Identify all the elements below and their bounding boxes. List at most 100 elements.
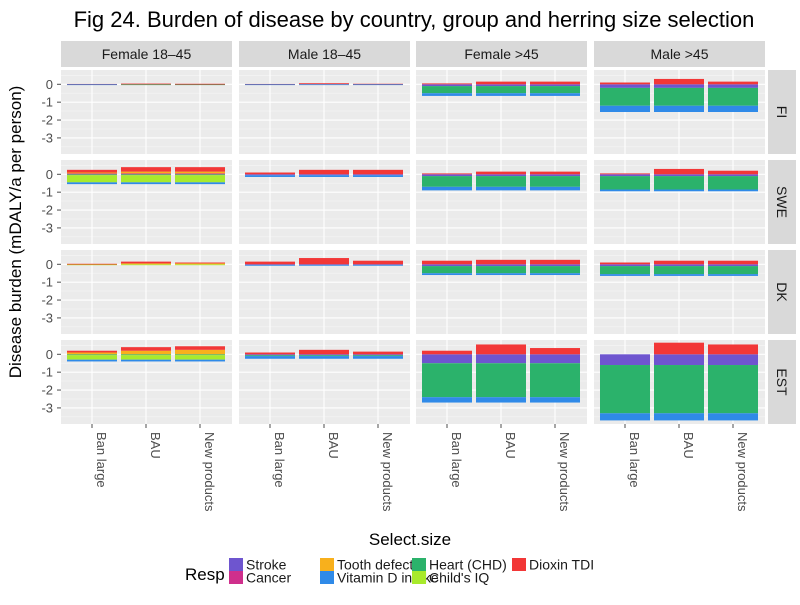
column-strip [61, 41, 232, 67]
bar-segment-dioxin-tdi [299, 258, 349, 265]
bar-segment-dioxin-tdi [245, 172, 295, 175]
panel-est-male-18-45 [239, 340, 410, 424]
bar-segment-heart-chd [708, 87, 758, 106]
bar-segment-tooth-defect [175, 171, 225, 174]
bar-segment-dioxin-tdi [353, 83, 403, 85]
bar-segment-vitamin-d-intake [299, 356, 349, 359]
row-strip [768, 250, 796, 334]
bar-segment-stroke [530, 354, 580, 364]
bar-segment-heart-chd [654, 266, 704, 275]
row-strip-label: DK [774, 282, 790, 302]
bar-segment-stroke [245, 264, 295, 266]
bar-segment-dioxin-tdi [476, 344, 526, 355]
row-strip [768, 160, 796, 244]
bar-segment-stroke [654, 84, 704, 88]
legend-label: Stroke [246, 557, 287, 573]
bar-segment-vitamin-d-intake [530, 273, 580, 276]
bar-segment-vitamin-d-intake [245, 84, 295, 86]
bar-segment-vitamin-d-intake [600, 413, 650, 421]
bar-segment-stroke [476, 354, 526, 364]
column-strip [239, 41, 410, 67]
y-tick-label: -3 [41, 400, 53, 415]
bar-segment-stroke [476, 264, 526, 267]
bar-segment-vitamin-d-intake [422, 93, 472, 96]
bar-segment-stroke [600, 264, 650, 267]
bar-segment-vitamin-d-intake [600, 105, 650, 112]
bar-segment-dioxin-tdi [175, 262, 225, 264]
bar-segment-vitamin-d-intake [175, 359, 225, 362]
bar-segment-vitamin-d-intake [600, 274, 650, 276]
bar-segment-vitamin-d-intake [708, 274, 758, 276]
bar-segment-dioxin-tdi [708, 81, 758, 85]
bar-segment-vitamin-d-intake [708, 105, 758, 112]
bar-segment-vitamin-d-intake [245, 175, 295, 177]
row-strip-label: EST [774, 368, 790, 396]
bar-segment-stroke [530, 84, 580, 87]
column-strip-label: Female >45 [464, 46, 539, 62]
bar-segment-vitamin-d-intake [708, 189, 758, 192]
y-axis-title: Disease burden (mDALY/a per person) [6, 86, 25, 379]
panel-fi-male-45 [594, 70, 765, 154]
bar-segment-dioxin-tdi [121, 347, 171, 351]
bar-segment-dioxin-tdi [67, 350, 117, 353]
bar-segment-stroke [476, 174, 526, 177]
x-tick-label: New products [735, 432, 750, 512]
bar-segment-dioxin-tdi [175, 167, 225, 172]
column-strip-label: Male >45 [651, 46, 709, 62]
bar-segment-vitamin-d-intake [476, 93, 526, 96]
bar-segment-vitamin-d-intake [245, 356, 295, 359]
bar-segment-dioxin-tdi [121, 261, 171, 264]
legend-swatch-vitamin-d-intake [320, 571, 334, 584]
bar-segment-stroke [600, 174, 650, 177]
bar-segment-vitamin-d-intake [654, 189, 704, 192]
panel-dk-female-18-45 [61, 250, 232, 334]
bar-segment-dioxin-tdi [530, 171, 580, 175]
panel-swe-male-45 [594, 160, 765, 244]
row-strip-label: SWE [774, 186, 790, 218]
bar-segment-heart-chd [67, 174, 117, 176]
bar-segment-vitamin-d-intake [530, 93, 580, 96]
bar-segment-heart-chd [530, 176, 580, 187]
bar-segment-stroke [708, 354, 758, 366]
legend-swatch-stroke [229, 558, 243, 571]
bar-segment-stroke [600, 84, 650, 88]
panel-grid [61, 70, 765, 424]
panel-dk-female-45 [416, 250, 587, 334]
bar-segment-stroke [476, 84, 526, 87]
legend-label: Heart (CHD) [429, 557, 507, 573]
bar-segment-heart-chd [121, 84, 171, 86]
bar-segment-heart-chd [476, 176, 526, 187]
panel-swe-female-45 [416, 160, 587, 244]
legend-label: Tooth defect [337, 557, 413, 573]
bar-segment-heart-chd [708, 176, 758, 190]
bar-segment-child-s-iq [175, 355, 225, 360]
bar-segment-vitamin-d-intake [476, 397, 526, 403]
bar-segment-stroke [422, 84, 472, 87]
bar-segment-vitamin-d-intake [600, 189, 650, 192]
panel-fi-male-18-45 [239, 70, 410, 154]
bar-segment-heart-chd [476, 266, 526, 274]
y-tick-label: 0 [46, 257, 53, 272]
y-tick-label: -1 [41, 365, 53, 380]
bar-segment-dioxin-tdi [708, 170, 758, 175]
bar-segment-stroke [245, 354, 295, 356]
bar-segment-cancer [121, 173, 171, 175]
bar-segment-vitamin-d-intake [422, 397, 472, 403]
bar-segment-dioxin-tdi [654, 78, 704, 85]
bar-segment-heart-chd [476, 363, 526, 398]
bar-segment-vitamin-d-intake [299, 84, 349, 86]
panel-est-female-45 [416, 340, 587, 424]
panel-dk-male-18-45 [239, 250, 410, 334]
bar-segment-vitamin-d-intake [67, 84, 117, 86]
bar-segment-vitamin-d-intake [121, 182, 171, 185]
bar-segment-vitamin-d-intake [67, 182, 117, 185]
y-tick-label: 0 [46, 347, 53, 362]
bar-segment-dioxin-tdi [353, 260, 403, 265]
bar-segment-stroke [299, 354, 349, 356]
bar-segment-vitamin-d-intake [530, 397, 580, 403]
bar-segment-heart-chd [67, 354, 117, 356]
y-tick-label: -3 [41, 130, 53, 145]
bar-segment-dioxin-tdi [245, 352, 295, 355]
x-tick-label: New products [202, 432, 217, 512]
bar-segment-heart-chd [600, 365, 650, 414]
